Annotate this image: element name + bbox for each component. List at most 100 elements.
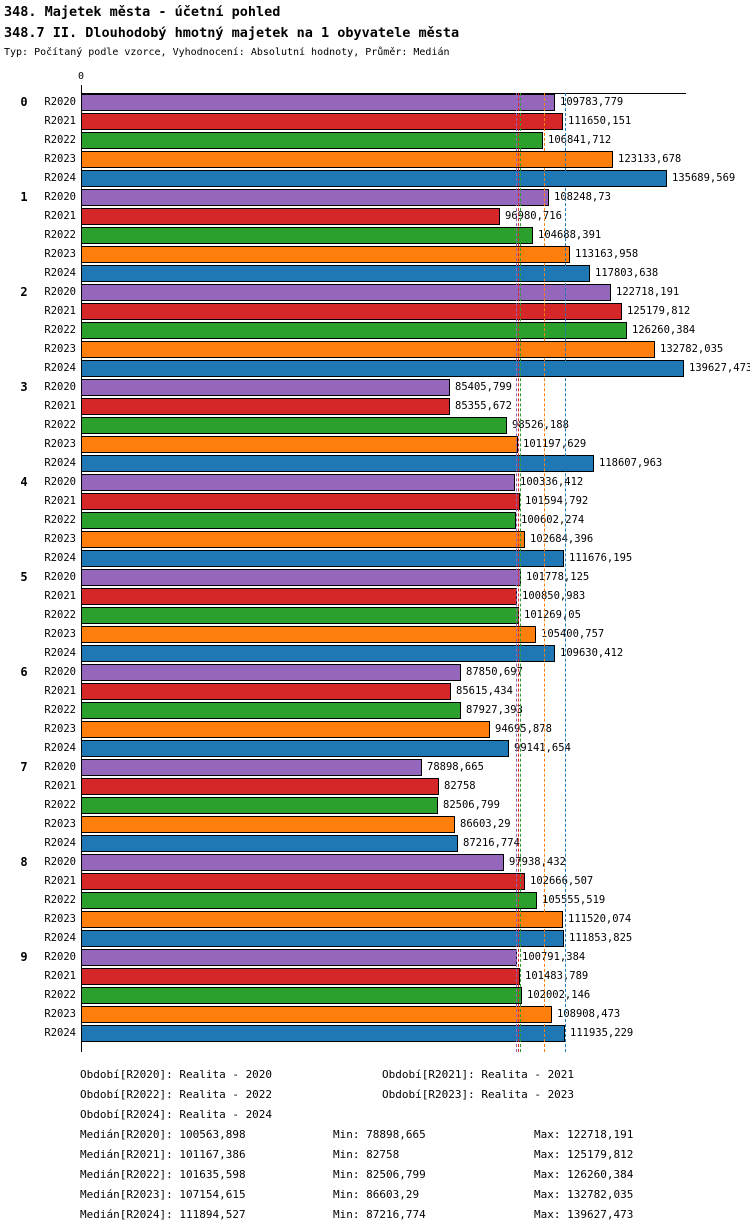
bar-r2023-group-7 — [81, 816, 455, 833]
x-axis-zero-label: 0 — [77, 71, 85, 82]
bar-r2020-group-9 — [81, 949, 517, 966]
series-label-r2021-g1: R2021 — [44, 210, 76, 222]
bar-r2020-group-7 — [81, 759, 422, 776]
legend-min-3: Min: 86603,29 — [333, 1188, 420, 1201]
bar-value-r2023-group-1: 113163,958 — [575, 248, 639, 260]
bar-r2021-group-4 — [81, 493, 520, 510]
series-label-r2020-g3: R2020 — [44, 381, 76, 393]
bar-r2024-group-4 — [81, 550, 564, 567]
x-axis-line — [81, 93, 686, 94]
bar-r2020-group-2 — [81, 284, 611, 301]
bar-r2020-group-5 — [81, 569, 521, 586]
bar-r2021-group-7 — [81, 778, 439, 795]
category-label-0: 0 — [20, 95, 28, 109]
bar-value-r2024-group-8: 111853,825 — [569, 932, 633, 944]
bar-r2020-group-6 — [81, 664, 461, 681]
series-label-r2022-g1: R2022 — [44, 229, 76, 241]
bar-r2024-group-7 — [81, 835, 458, 852]
bar-value-r2023-group-8: 111520,074 — [568, 913, 632, 925]
bar-r2021-group-5 — [81, 588, 517, 605]
bar-value-r2021-group-4: 101594,792 — [525, 495, 589, 507]
bar-value-r2020-group-3: 85405,799 — [455, 381, 512, 393]
bar-r2023-group-1 — [81, 246, 570, 263]
bar-r2022-group-1 — [81, 227, 533, 244]
series-label-r2024-g0: R2024 — [44, 172, 76, 184]
legend-period-0: Období[R2020]: Realita - 2020 — [80, 1068, 273, 1081]
series-label-r2021-g6: R2021 — [44, 685, 76, 697]
bar-r2024-group-5 — [81, 645, 555, 662]
bar-r2024-group-8 — [81, 930, 564, 947]
bar-r2024-group-0 — [81, 170, 667, 187]
bar-value-r2024-group-3: 118607,963 — [599, 457, 663, 469]
series-label-r2020-g2: R2020 — [44, 286, 76, 298]
category-label-1: 1 — [20, 190, 28, 204]
category-label-9: 9 — [20, 950, 28, 964]
bar-r2024-group-9 — [81, 1025, 565, 1042]
series-label-r2021-g7: R2021 — [44, 780, 76, 792]
bar-value-r2024-group-1: 117803,638 — [595, 267, 659, 279]
series-label-r2022-g3: R2022 — [44, 419, 76, 431]
bar-r2021-group-6 — [81, 683, 451, 700]
bar-value-r2021-group-3: 85355,672 — [455, 400, 512, 412]
legend-min-1: Min: 82758 — [333, 1148, 400, 1161]
bar-value-r2023-group-2: 132782,035 — [660, 343, 724, 355]
bar-r2020-group-1 — [81, 189, 549, 206]
bar-value-r2020-group-4: 100336,412 — [520, 476, 584, 488]
bar-value-r2024-group-7: 87216,774 — [463, 837, 520, 849]
bar-value-r2024-group-2: 139627,473 — [689, 362, 750, 374]
series-label-r2023-g7: R2023 — [44, 818, 76, 830]
bar-r2021-group-0 — [81, 113, 563, 130]
series-label-r2021-g9: R2021 — [44, 970, 76, 982]
median-line-r2024 — [565, 93, 566, 1052]
bar-value-r2023-group-7: 86603,29 — [460, 818, 511, 830]
series-label-r2024-g1: R2024 — [44, 267, 76, 279]
category-label-2: 2 — [20, 285, 28, 299]
series-label-r2024-g8: R2024 — [44, 932, 76, 944]
category-label-6: 6 — [20, 665, 28, 679]
series-label-r2020-g8: R2020 — [44, 856, 76, 868]
chart-legend: Období[R2020]: Realita - 2020 Období[R202… — [0, 1060, 750, 1232]
bar-value-r2021-group-2: 125179,812 — [627, 305, 691, 317]
category-label-3: 3 — [20, 380, 28, 394]
series-label-r2024-g2: R2024 — [44, 362, 76, 374]
median-line-r2020 — [516, 93, 517, 1052]
legend-min-4: Min: 87216,774 — [333, 1208, 426, 1221]
series-label-r2020-g5: R2020 — [44, 571, 76, 583]
series-label-r2020-g1: R2020 — [44, 191, 76, 203]
series-label-r2022-g9: R2022 — [44, 989, 76, 1001]
series-label-r2024-g9: R2024 — [44, 1027, 76, 1039]
median-line-r2023 — [544, 93, 545, 1052]
bar-r2022-group-0 — [81, 132, 543, 149]
bar-chart: 0 0 R2020 109783,779 R2021 111650,151 R2022 106… — [20, 71, 750, 1052]
bar-r2024-group-2 — [81, 360, 684, 377]
bar-r2020-group-4 — [81, 474, 515, 491]
category-label-5: 5 — [20, 570, 28, 584]
bar-value-r2020-group-1: 108248,73 — [554, 191, 611, 203]
bar-value-r2023-group-6: 94695,878 — [495, 723, 552, 735]
bar-r2021-group-9 — [81, 968, 520, 985]
series-label-r2022-g6: R2022 — [44, 704, 76, 716]
legend-min-2: Min: 82506,799 — [333, 1168, 426, 1181]
series-label-r2023-g5: R2023 — [44, 628, 76, 640]
category-label-8: 8 — [20, 855, 28, 869]
median-line-r2022 — [520, 93, 521, 1052]
bar-value-r2022-group-0: 106841,712 — [548, 134, 612, 146]
series-label-r2022-g4: R2022 — [44, 514, 76, 526]
legend-max-3: Max: 132782,035 — [534, 1188, 634, 1201]
legend-max-2: Max: 126260,384 — [534, 1168, 634, 1181]
bar-r2024-group-1 — [81, 265, 590, 282]
bar-value-r2022-group-7: 82506,799 — [443, 799, 500, 811]
series-label-r2022-g8: R2022 — [44, 894, 76, 906]
bar-r2023-group-9 — [81, 1006, 552, 1023]
bar-r2022-group-2 — [81, 322, 627, 339]
series-label-r2021-g2: R2021 — [44, 305, 76, 317]
bar-value-r2022-group-9: 102002,146 — [527, 989, 591, 1001]
bar-r2021-group-8 — [81, 873, 525, 890]
bar-value-r2020-group-2: 122718,191 — [616, 286, 680, 298]
report-title: 348. Majetek města - účetní pohled — [4, 4, 281, 20]
bar-value-r2021-group-1: 96980,716 — [505, 210, 562, 222]
bar-value-r2022-group-2: 126260,384 — [632, 324, 696, 336]
chart-title: 348.7 II. Dlouhodobý hmotný majetek na 1… — [4, 25, 460, 41]
bar-value-r2020-group-7: 78898,665 — [427, 761, 484, 773]
legend-max-4: Max: 139627,473 — [534, 1208, 634, 1221]
